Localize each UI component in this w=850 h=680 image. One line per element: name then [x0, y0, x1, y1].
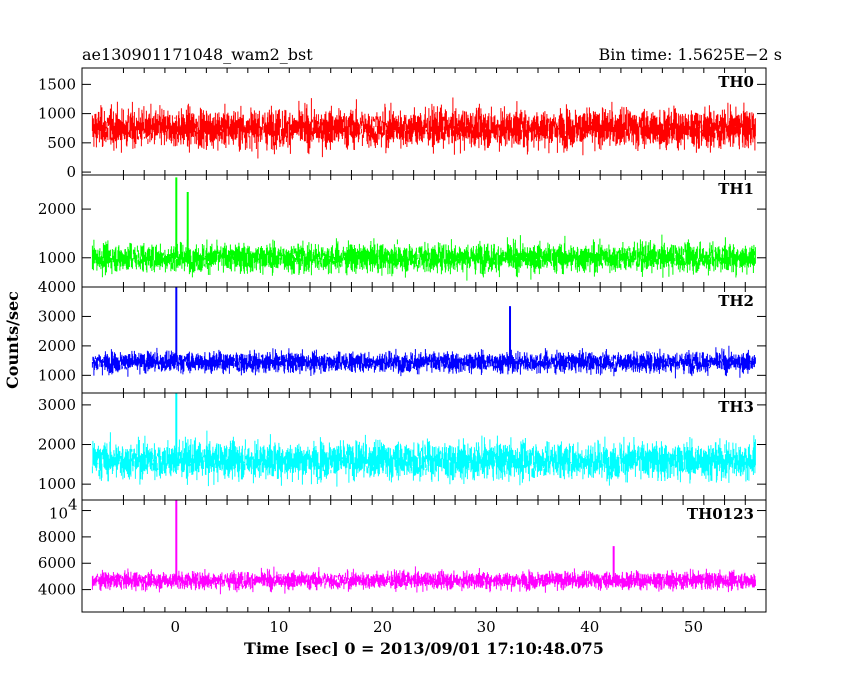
panel-label-th3: TH3 [718, 398, 754, 416]
panel-label-th0123: TH0123 [687, 505, 754, 523]
y-tick-label: 2000 [38, 337, 76, 355]
x-tick-label: 20 [373, 618, 392, 636]
x-tick-label: 40 [580, 618, 599, 636]
y-tick-label: 3000 [38, 307, 76, 325]
panel-frame [81, 499, 767, 613]
y-tick-label: 1000 [38, 249, 76, 267]
panel-label-th0: TH0 [718, 73, 754, 91]
panel-th0: 0 500 1000 1500 TH0 [38, 67, 767, 181]
panel-th0123: 4000 6000 8000 104 TH0123 [38, 496, 767, 613]
y-tick-label: 4000 [38, 278, 76, 296]
y-tick-label: 500 [47, 134, 76, 152]
x-tick-label: 50 [684, 618, 703, 636]
series-th1 [91, 234, 756, 281]
panel-th2: 1000 2000 3000 4000 TH2 [38, 278, 767, 394]
y-tick-exponent: 4 [68, 496, 78, 514]
y-tick-label: 4000 [38, 581, 76, 599]
y-tick-label: 6000 [38, 554, 76, 572]
panel-label-th1: TH1 [718, 180, 754, 198]
x-tick-label: 30 [477, 618, 496, 636]
x-axis-title: Time [sec] 0 = 2013/09/01 17:10:48.075 [244, 639, 604, 658]
x-tick-label: 0 [170, 618, 180, 636]
series-th2 [91, 345, 756, 379]
y-tick-label: 1000 [38, 105, 76, 123]
y-tick-label: 3000 [38, 396, 76, 414]
panel-th1: 1000 2000 TH1 [38, 174, 767, 288]
panel-frame [81, 286, 767, 394]
y-tick-label: 2000 [38, 200, 76, 218]
y-tick-label: 8000 [38, 528, 76, 546]
series-th0 [91, 97, 756, 159]
series-th3 [91, 430, 756, 487]
y-tick-label: 1000 [38, 475, 76, 493]
bin-time-label: Bin time: 1.5625E−2 s [599, 45, 782, 64]
plot-title: ae130901171048_wam2_bst [82, 45, 313, 64]
y-tick-label: 10 [49, 505, 68, 523]
y-axis-title: Counts/sec [3, 291, 22, 389]
x-tick-label: 10 [269, 618, 288, 636]
panel-label-th2: TH2 [718, 292, 754, 310]
y-tick-label: 0 [66, 163, 76, 181]
y-tick-label: 1000 [38, 366, 76, 384]
y-tick-label: 1500 [38, 75, 76, 93]
y-tick-label: 2000 [38, 436, 76, 454]
panel-frame [81, 392, 767, 501]
panel-th3: 1000 2000 3000 TH3 [38, 392, 767, 501]
series-th0123 [91, 566, 756, 595]
